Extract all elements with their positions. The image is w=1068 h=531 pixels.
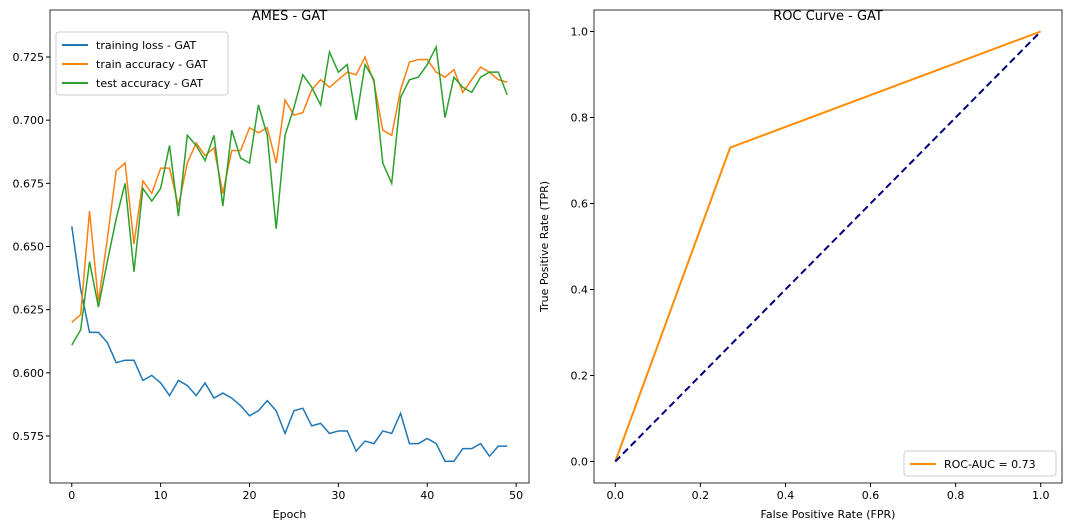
series-line-1: [71, 55, 508, 323]
y-tick-label: 1.0: [571, 26, 589, 39]
y-tick-label: 0.725: [13, 51, 45, 64]
legend-box: [903, 450, 1057, 477]
legend: ROC-AUC = 0.73: [903, 450, 1057, 477]
x-tick-label: 0.2: [692, 489, 710, 502]
y-tick-label: 0.625: [13, 304, 45, 317]
axes-frame: [49, 9, 530, 484]
x-tick-label: 0: [68, 489, 75, 502]
x-axis-label: Epoch: [273, 508, 307, 521]
x-tick-label: 50: [509, 489, 523, 502]
chart-title: ROC Curve - GAT: [773, 9, 883, 24]
legend-box: [55, 31, 229, 96]
chart-title: AMES - GAT: [252, 9, 327, 24]
y-tick-label: 0.8: [571, 112, 589, 125]
axes-1: ROC Curve - GAT False Positive Rate (FPR)…: [538, 9, 1063, 521]
y-tick-label: 0.700: [13, 114, 45, 127]
axes-0: AMES - GAT Epoch 0 10 20 30 40 50 0.575 0.600 0.62…: [13, 9, 530, 521]
y-tick-label: 0.0: [571, 456, 589, 469]
x-axis-label: False Positive Rate (FPR): [761, 508, 896, 521]
axes-frame: [593, 9, 1063, 484]
y-tick-label: 0.2: [571, 370, 589, 383]
x-tick-label: 40: [420, 489, 434, 502]
x-tick-label: 10: [154, 489, 168, 502]
legend-label: test accuracy - GAT: [96, 77, 203, 90]
legend-label: ROC-AUC = 0.73: [944, 458, 1036, 471]
y-tick-label: 0.4: [571, 284, 589, 297]
y-tick-label: 0.650: [13, 241, 45, 254]
x-tick-label: 1.0: [1032, 489, 1050, 502]
legend-label: training loss - GAT: [96, 39, 197, 52]
y-tick-label: 0.675: [13, 177, 45, 190]
legend: training loss - GAT train accuracy - GAT t…: [55, 31, 229, 96]
y-tick-label: 0.6: [571, 198, 589, 211]
y-tick-label: 0.575: [13, 430, 45, 443]
x-tick-label: 0.8: [947, 489, 965, 502]
x-tick-label: 0.6: [862, 489, 880, 502]
legend-label: train accuracy - GAT: [96, 58, 208, 71]
series-line-2: [71, 44, 508, 346]
series-line-1: [614, 30, 1042, 463]
x-tick-label: 20: [243, 489, 257, 502]
y-axis-label: True Positive Rate (TPR): [538, 181, 551, 313]
x-tick-label: 0.4: [777, 489, 795, 502]
series-line-0: [614, 30, 1042, 462]
y-tick-label: 0.600: [13, 367, 45, 380]
x-tick-label: 0.0: [607, 489, 625, 502]
series-line-0: [71, 226, 508, 463]
x-tick-label: 30: [331, 489, 345, 502]
